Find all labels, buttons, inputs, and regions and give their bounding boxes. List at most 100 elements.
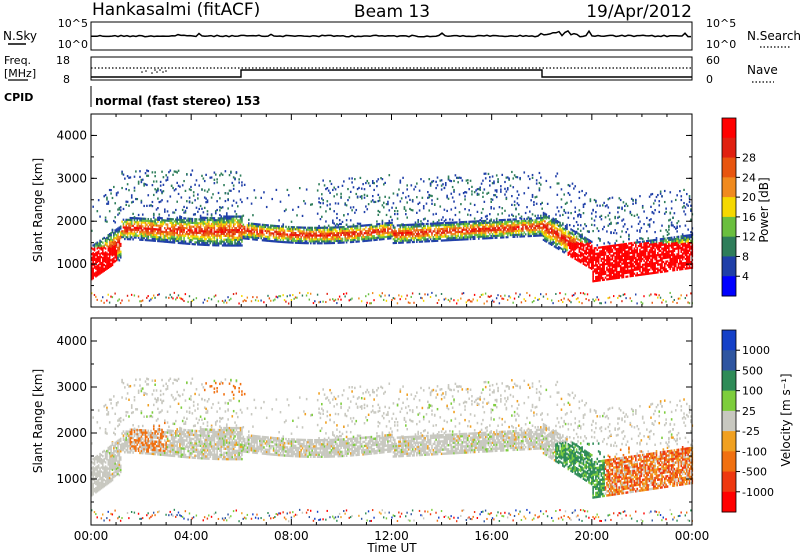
power-point bbox=[174, 189, 176, 191]
power-point bbox=[94, 255, 96, 257]
power-point bbox=[373, 182, 375, 184]
power-point bbox=[566, 226, 568, 228]
power-point bbox=[281, 229, 283, 231]
power-point bbox=[255, 237, 257, 239]
power-point bbox=[223, 184, 225, 186]
power-point bbox=[309, 231, 311, 233]
power-point bbox=[514, 204, 516, 206]
power-point bbox=[529, 221, 531, 223]
power-point bbox=[577, 215, 579, 217]
power-point bbox=[562, 250, 564, 252]
power-point bbox=[470, 230, 472, 232]
power-point bbox=[463, 227, 465, 229]
power-point bbox=[382, 178, 384, 180]
power-point bbox=[238, 244, 240, 246]
power-point bbox=[282, 239, 284, 241]
power-point bbox=[484, 222, 486, 224]
power-point bbox=[358, 240, 360, 242]
power-point bbox=[346, 234, 348, 236]
power-point bbox=[240, 237, 242, 239]
power-point bbox=[120, 302, 121, 304]
power-point bbox=[165, 179, 167, 181]
power-point bbox=[448, 198, 450, 200]
power-point bbox=[523, 192, 525, 194]
power-point bbox=[365, 182, 367, 184]
power-point bbox=[331, 230, 333, 232]
power-point bbox=[314, 238, 316, 240]
power-point bbox=[260, 235, 262, 237]
power-point bbox=[585, 239, 587, 241]
power-point bbox=[398, 230, 400, 232]
power-point bbox=[103, 264, 105, 266]
power-point bbox=[109, 233, 111, 235]
power-point bbox=[439, 205, 441, 207]
power-point bbox=[157, 217, 159, 219]
power-point bbox=[106, 237, 108, 239]
power-point bbox=[325, 234, 327, 236]
power-point bbox=[295, 236, 297, 238]
power-point bbox=[165, 233, 167, 235]
power-point bbox=[259, 229, 261, 231]
power-point bbox=[353, 186, 355, 188]
power-point bbox=[478, 193, 480, 195]
power-point bbox=[437, 221, 439, 223]
power-point bbox=[117, 227, 119, 229]
power-point bbox=[230, 239, 232, 241]
power-point bbox=[120, 256, 122, 258]
power-point bbox=[550, 220, 552, 222]
power-point bbox=[424, 225, 426, 227]
power-point bbox=[179, 215, 181, 217]
power-point bbox=[453, 239, 455, 241]
power-point bbox=[603, 273, 605, 275]
power-point bbox=[583, 292, 584, 294]
power-point bbox=[423, 238, 425, 240]
power-point bbox=[114, 260, 116, 262]
power-point bbox=[467, 225, 469, 227]
power-point bbox=[110, 232, 112, 234]
power-point bbox=[630, 248, 632, 250]
power-point bbox=[446, 230, 448, 232]
power-point bbox=[623, 249, 625, 251]
power-point bbox=[397, 232, 399, 234]
power-point bbox=[433, 230, 435, 232]
power-point bbox=[125, 225, 127, 227]
power-point bbox=[581, 233, 583, 235]
power-point bbox=[339, 228, 341, 230]
power-point bbox=[533, 231, 535, 233]
power-point bbox=[299, 292, 300, 294]
power-point bbox=[631, 300, 632, 302]
power-point bbox=[573, 230, 575, 232]
power-point bbox=[492, 227, 494, 229]
power-point bbox=[231, 239, 233, 241]
power-point bbox=[128, 238, 130, 240]
power-point bbox=[478, 228, 480, 230]
power-point bbox=[625, 231, 627, 233]
power-point bbox=[160, 225, 162, 227]
power-point bbox=[475, 234, 477, 236]
power-point bbox=[609, 262, 611, 264]
power-point bbox=[259, 227, 261, 229]
power-point bbox=[546, 215, 548, 217]
power-point bbox=[233, 200, 235, 202]
power-point bbox=[101, 300, 102, 302]
power-point bbox=[533, 229, 535, 231]
power-point bbox=[216, 242, 218, 244]
power-point bbox=[233, 221, 235, 223]
power-point bbox=[329, 232, 331, 234]
power-point bbox=[457, 239, 459, 241]
power-point bbox=[142, 220, 144, 222]
power-point bbox=[134, 236, 136, 238]
power-point bbox=[561, 206, 563, 208]
power-point bbox=[307, 227, 309, 229]
power-point bbox=[557, 224, 559, 226]
power-point bbox=[533, 221, 535, 223]
power-point bbox=[101, 270, 103, 272]
power-point bbox=[546, 293, 547, 295]
power-point bbox=[497, 178, 499, 180]
power-point bbox=[284, 241, 286, 243]
power-point bbox=[233, 184, 235, 186]
power-point bbox=[259, 233, 261, 235]
power-point bbox=[540, 217, 542, 219]
power-point bbox=[131, 232, 133, 234]
power-point bbox=[170, 220, 172, 222]
